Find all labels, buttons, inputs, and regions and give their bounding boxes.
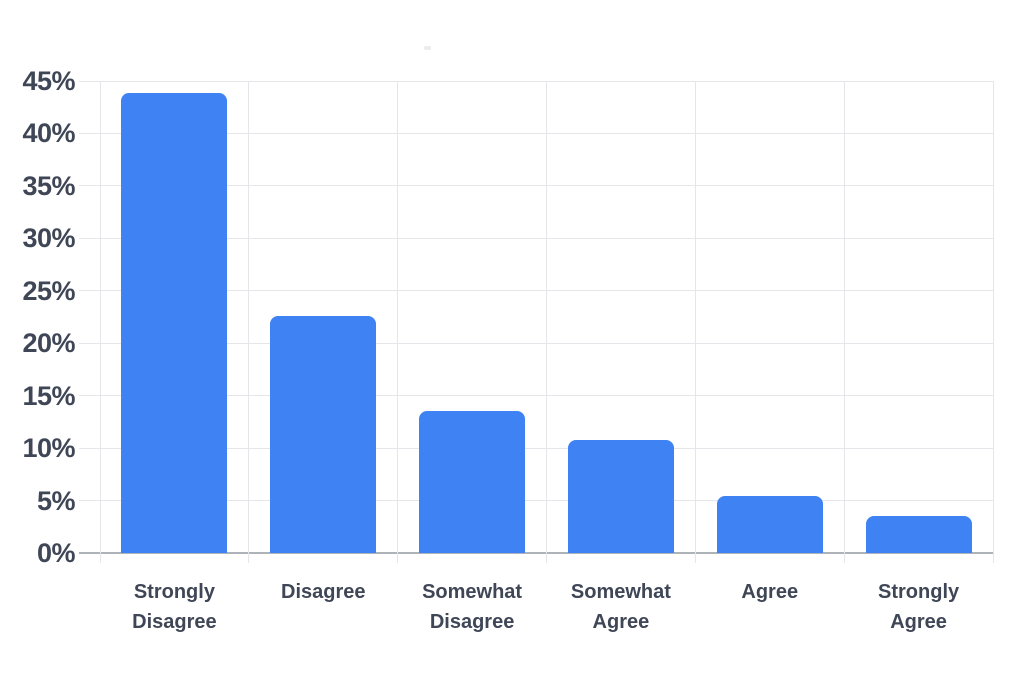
column-gridline — [397, 81, 399, 563]
y-axis-tick-label: 10% — [22, 433, 75, 464]
bar-somewhat-disagree — [419, 411, 526, 553]
gridline — [79, 132, 993, 134]
bar-disagree — [270, 315, 377, 553]
y-axis-tick-label: 30% — [22, 223, 75, 254]
x-axis-category-label: Somewhat Agree — [570, 581, 671, 633]
gridline — [79, 237, 993, 239]
gridline — [79, 185, 993, 187]
x-axis-baseline — [79, 552, 993, 554]
y-axis-tick-label: 15% — [22, 380, 75, 411]
y-axis-tick-label: 25% — [22, 275, 75, 306]
x-axis-category-label: Strongly Disagree — [132, 581, 217, 633]
y-axis-tick-label: 40% — [22, 118, 75, 149]
gridline — [79, 80, 993, 82]
column-gridline — [248, 81, 250, 563]
gridline — [79, 290, 993, 292]
x-axis-category-label: Agree — [741, 581, 799, 603]
x-axis-category-label: Somewhat Disagree — [422, 581, 523, 633]
x-axis-category-label: Strongly Agree — [878, 581, 960, 633]
gridline — [79, 342, 993, 344]
gridline — [79, 395, 993, 397]
column-gridline — [546, 81, 547, 563]
column-gridline — [99, 81, 101, 563]
bar-agree — [716, 496, 823, 553]
bar-strongly-agree — [865, 516, 972, 553]
gridline — [79, 500, 993, 502]
y-axis-tick-label: 0% — [36, 538, 76, 568]
gridline — [79, 447, 993, 449]
y-axis-tick-label: 20% — [22, 328, 75, 359]
x-axis-category-label: Disagree — [281, 581, 366, 603]
column-gridline — [694, 81, 696, 563]
smudge-artifact — [424, 46, 431, 50]
y-axis-tick-label: 5% — [36, 485, 76, 516]
bar-somewhat-agree — [567, 439, 674, 553]
y-axis-tick-label: 45% — [22, 66, 75, 96]
y-axis-tick-label: 35% — [22, 170, 75, 201]
bar-strongly-disagree — [121, 92, 228, 553]
column-gridline — [843, 81, 845, 563]
column-gridline — [992, 81, 994, 563]
